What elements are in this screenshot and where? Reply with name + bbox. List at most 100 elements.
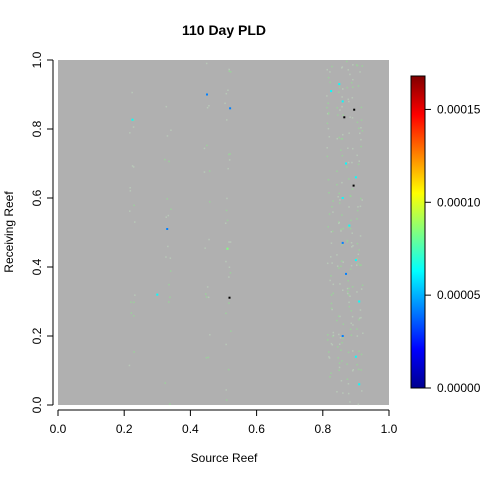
noise-speck — [352, 86, 354, 88]
noise-speck — [226, 197, 228, 200]
y-tick-label: 0.6 — [30, 189, 44, 206]
noise-speck — [338, 315, 340, 317]
noise-speck — [361, 390, 363, 392]
noise-speck — [352, 350, 354, 352]
noise-speck — [359, 71, 361, 73]
noise-speck — [169, 257, 172, 259]
noise-speck — [327, 102, 329, 104]
noise-speck — [347, 226, 349, 228]
noise-speck — [338, 369, 340, 371]
noise-speck — [340, 149, 342, 151]
heat-cell — [341, 335, 344, 337]
noise-speck — [206, 144, 208, 147]
noise-speck — [227, 368, 230, 371]
noise-speck — [326, 155, 329, 158]
noise-speck — [347, 383, 350, 385]
noise-speck — [346, 86, 348, 89]
heat-cell — [354, 259, 357, 262]
noise-speck — [326, 68, 328, 71]
noise-speck — [338, 366, 341, 369]
noise-speck — [358, 350, 360, 352]
noise-speck — [337, 196, 339, 198]
noise-speck — [359, 205, 362, 208]
noise-speck — [205, 293, 207, 295]
noise-speck — [133, 315, 135, 317]
noise-speck — [226, 119, 228, 121]
noise-speck — [352, 245, 354, 247]
heat-cell — [341, 100, 344, 103]
noise-speck — [338, 91, 340, 93]
noise-speck — [342, 88, 344, 90]
x-tick-label: 0.6 — [248, 422, 265, 436]
noise-speck — [347, 280, 349, 282]
noise-speck — [351, 161, 353, 164]
noise-speck — [209, 201, 211, 203]
noise-speck — [360, 369, 362, 371]
noise-speck — [348, 305, 351, 308]
noise-speck — [349, 295, 351, 297]
noise-speck — [351, 97, 354, 99]
noise-speck — [224, 222, 227, 224]
noise-speck — [327, 334, 329, 336]
noise-speck — [348, 100, 350, 103]
colorbar: 0.00000 0.00005 0.00010 0.00015 — [410, 75, 480, 395]
noise-speck — [130, 301, 132, 303]
noise-speck — [356, 242, 359, 245]
x-tick-label: 0.4 — [182, 422, 199, 436]
colorbar-tick-label: 0.00010 — [437, 195, 480, 209]
noise-speck — [349, 73, 351, 76]
noise-speck — [340, 349, 342, 351]
x-axis-label: Source Reef — [191, 451, 258, 465]
noise-speck — [129, 210, 131, 212]
noise-speck — [226, 219, 229, 222]
noise-speck — [350, 242, 353, 244]
noise-speck — [339, 337, 342, 339]
noise-speck — [339, 315, 341, 318]
noise-speck — [326, 262, 329, 265]
noise-speck — [346, 363, 348, 365]
noise-speck — [228, 276, 230, 278]
noise-speck — [206, 286, 209, 288]
noise-speck — [203, 147, 206, 150]
noise-speck — [341, 154, 344, 157]
noise-speck — [341, 105, 343, 108]
noise-speck — [130, 312, 133, 314]
noise-speck — [331, 344, 334, 346]
noise-speck — [351, 117, 354, 119]
noise-speck — [358, 249, 360, 251]
noise-speck — [351, 246, 353, 248]
noise-speck — [208, 238, 210, 241]
noise-speck — [339, 283, 341, 285]
noise-speck — [164, 382, 166, 384]
noise-speck — [341, 96, 343, 98]
noise-speck — [352, 78, 354, 81]
noise-speck — [352, 369, 354, 371]
noise-speck — [332, 211, 334, 213]
noise-speck — [351, 315, 354, 318]
x-tick-label: 0.2 — [116, 422, 133, 436]
noise-speck — [229, 241, 232, 243]
noise-speck — [356, 218, 358, 220]
noise-speck — [331, 262, 333, 264]
noise-speck — [347, 161, 350, 164]
noise-speck — [340, 260, 343, 262]
noise-speck — [228, 266, 231, 268]
heat-cell — [330, 90, 333, 93]
noise-speck — [337, 346, 339, 348]
noise-speck — [228, 70, 231, 72]
noise-speck — [330, 242, 333, 244]
noise-speck — [341, 181, 343, 184]
colorbar-gradient — [410, 75, 426, 389]
heat-cell — [353, 108, 356, 111]
noise-speck — [360, 145, 362, 148]
noise-speck — [342, 337, 344, 340]
noise-speck — [228, 241, 230, 243]
noise-speck — [359, 235, 362, 237]
noise-speck — [338, 221, 340, 224]
plot-area — [58, 60, 389, 406]
noise-speck — [347, 290, 349, 293]
noise-speck — [352, 324, 354, 326]
noise-speck — [205, 296, 208, 298]
noise-speck — [327, 226, 329, 228]
noise-speck — [338, 136, 340, 139]
